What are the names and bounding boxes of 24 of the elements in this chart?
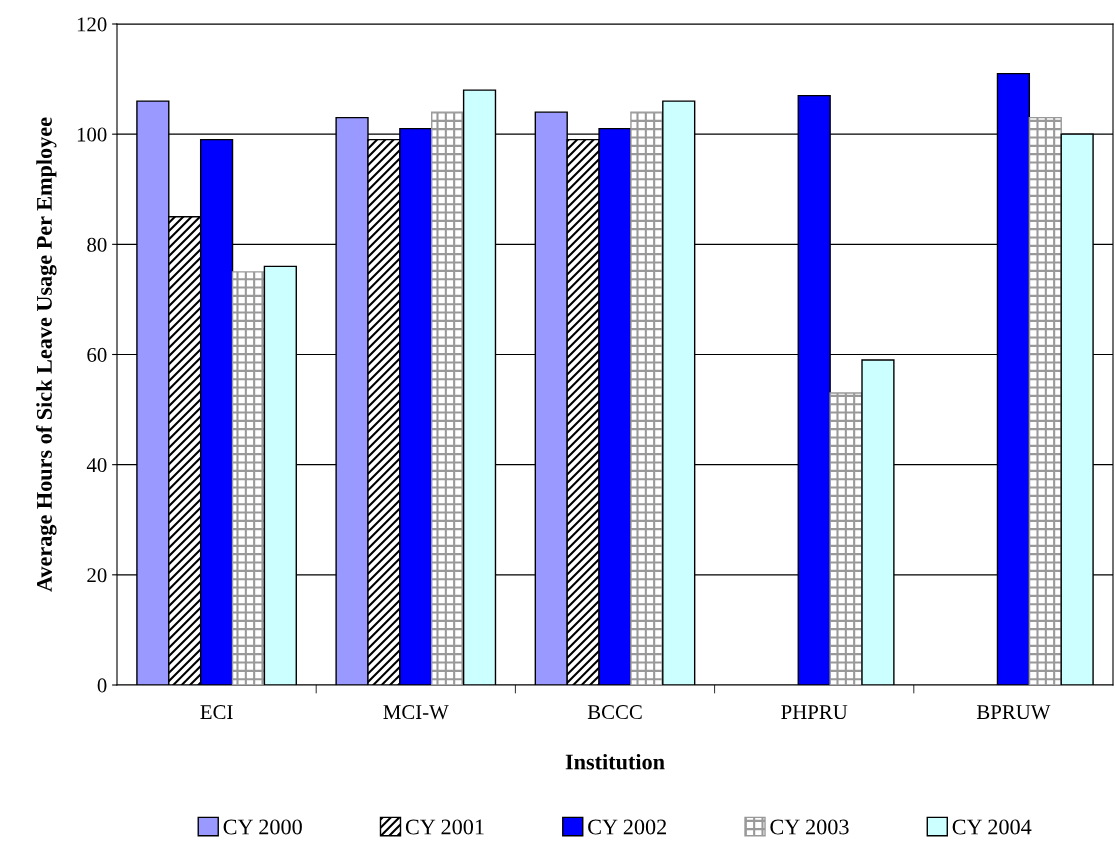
y-tick-label: 60	[87, 347, 107, 362]
y-tick-label: 120	[77, 17, 107, 32]
bar	[630, 111, 664, 685]
y-tick-label: 40	[86, 458, 107, 473]
y-axis-title: Average Hours of Sick Leave Usage Per Employee	[36, 117, 57, 592]
legend-label: CY 2004	[952, 819, 1032, 835]
bar	[231, 271, 266, 685]
bar	[431, 111, 465, 685]
legend-label: CY 2003	[770, 819, 849, 835]
legend-label: CY 2000	[223, 819, 302, 835]
y-tick-label: 100	[77, 127, 107, 142]
x-tick-label: BPRUW	[976, 705, 1051, 720]
y-tick-label: 80	[87, 237, 107, 252]
legend-label: CY 2002	[588, 819, 667, 835]
x-tick-label: ECI	[200, 705, 233, 720]
bar	[829, 392, 863, 685]
legend-label: CY 2001	[405, 819, 484, 835]
bar	[1028, 116, 1062, 685]
x-tick-label: BCCC	[587, 705, 642, 720]
x-tick-label: MCI-W	[383, 705, 449, 720]
x-tick-label: PHPRU	[781, 705, 848, 720]
y-tick-label: 20	[87, 568, 107, 583]
y-tick-label: 0	[97, 678, 107, 693]
x-axis-title: Institution	[565, 753, 665, 770]
